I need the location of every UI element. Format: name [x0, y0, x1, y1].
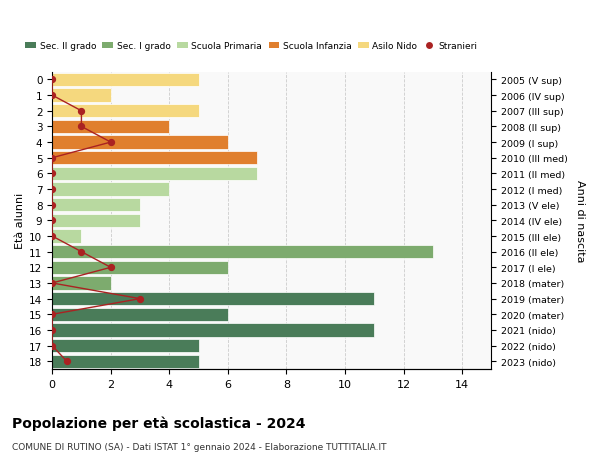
- Bar: [52, 214, 140, 228]
- Point: [62, 358, 71, 365]
- Point: [106, 264, 116, 271]
- Y-axis label: Età alunni: Età alunni: [15, 193, 25, 249]
- Bar: [52, 136, 228, 150]
- Point: [47, 326, 57, 334]
- Point: [135, 295, 145, 302]
- Point: [47, 170, 57, 178]
- Text: Popolazione per età scolastica - 2024: Popolazione per età scolastica - 2024: [12, 415, 305, 430]
- Bar: [52, 105, 199, 118]
- Bar: [52, 246, 433, 259]
- Bar: [52, 230, 82, 243]
- Bar: [52, 89, 111, 102]
- Bar: [52, 277, 111, 290]
- Bar: [52, 183, 169, 196]
- Point: [47, 233, 57, 240]
- Point: [47, 311, 57, 318]
- Bar: [52, 73, 199, 87]
- Bar: [52, 168, 257, 181]
- Point: [47, 280, 57, 287]
- Point: [47, 155, 57, 162]
- Point: [77, 108, 86, 115]
- Bar: [52, 308, 228, 321]
- Bar: [52, 121, 169, 134]
- Point: [77, 248, 86, 256]
- Y-axis label: Anni di nascita: Anni di nascita: [575, 180, 585, 262]
- Point: [47, 217, 57, 224]
- Point: [47, 92, 57, 100]
- Point: [47, 77, 57, 84]
- Bar: [52, 324, 374, 337]
- Legend: Sec. II grado, Sec. I grado, Scuola Primaria, Scuola Infanzia, Asilo Nido, Stran: Sec. II grado, Sec. I grado, Scuola Prim…: [22, 39, 481, 55]
- Point: [77, 123, 86, 131]
- Point: [47, 342, 57, 349]
- Bar: [52, 292, 374, 306]
- Point: [106, 139, 116, 146]
- Bar: [52, 339, 199, 353]
- Bar: [52, 355, 199, 368]
- Bar: [52, 152, 257, 165]
- Point: [47, 186, 57, 193]
- Point: [47, 202, 57, 209]
- Bar: [52, 199, 140, 212]
- Bar: [52, 261, 228, 274]
- Text: COMUNE DI RUTINO (SA) - Dati ISTAT 1° gennaio 2024 - Elaborazione TUTTITALIA.IT: COMUNE DI RUTINO (SA) - Dati ISTAT 1° ge…: [12, 442, 386, 451]
